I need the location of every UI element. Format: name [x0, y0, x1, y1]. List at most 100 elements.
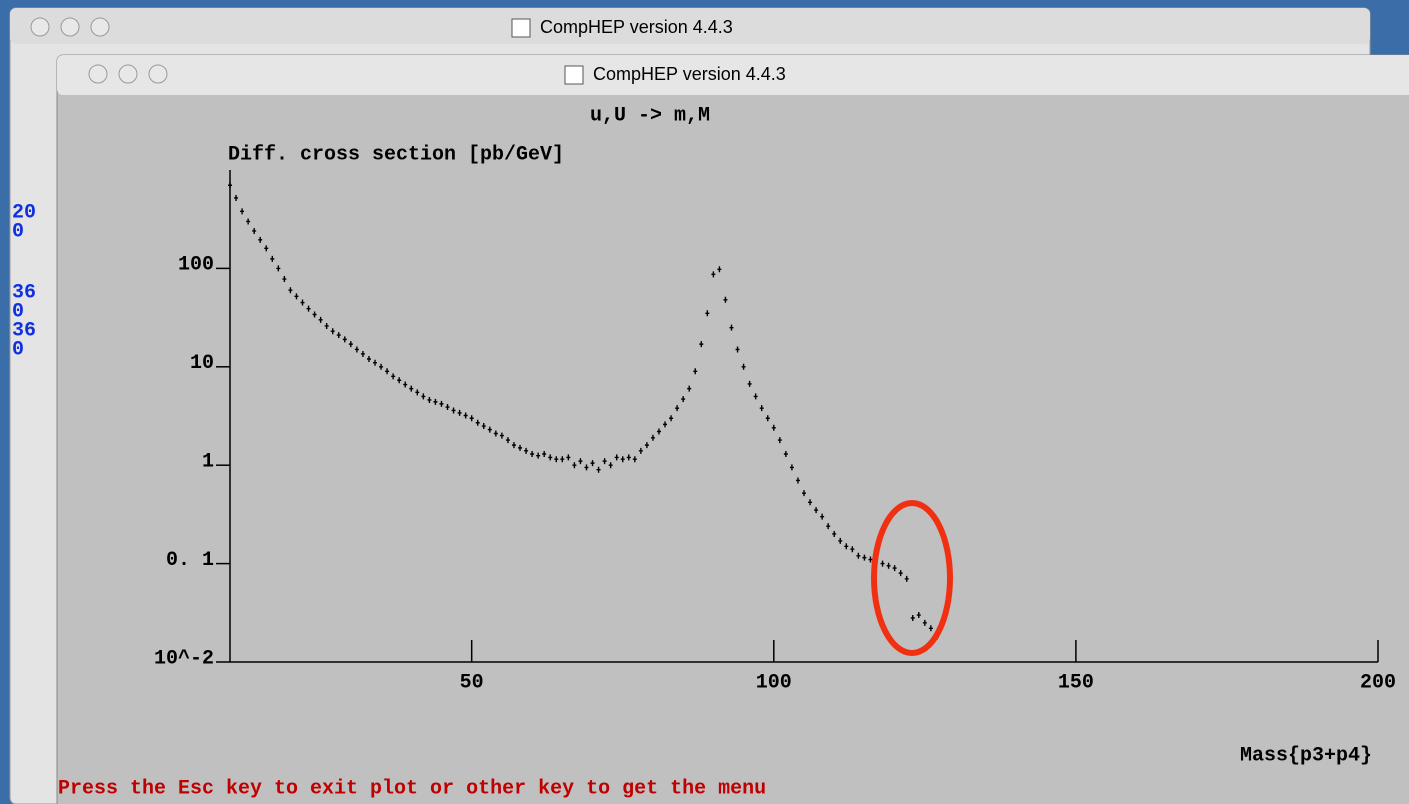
- data-point: [270, 255, 275, 262]
- data-point: [711, 271, 716, 278]
- x-axis-label: Mass{p3+p4}: [1240, 744, 1372, 767]
- data-point: [554, 456, 559, 463]
- data-point: [348, 341, 353, 348]
- x-icon: [564, 65, 584, 85]
- x-tick-label: 200: [1360, 671, 1396, 694]
- data-point: [300, 299, 305, 306]
- data-point: [439, 400, 444, 407]
- data-point: [511, 442, 516, 449]
- data-point: [330, 328, 335, 335]
- data-point: [904, 575, 909, 582]
- data-point: [626, 454, 631, 461]
- status-message: Press the Esc key to exit plot or other …: [58, 777, 766, 800]
- data-point: [693, 368, 698, 375]
- data-point: [505, 437, 510, 444]
- data-point: [403, 381, 408, 388]
- data-point: [862, 554, 867, 561]
- data-point: [463, 412, 468, 419]
- data-point: [373, 359, 378, 366]
- data-point: [795, 477, 800, 484]
- data-point: [669, 415, 674, 422]
- data-point: [922, 619, 927, 626]
- button[interactable]: [148, 64, 168, 84]
- button[interactable]: [60, 17, 80, 37]
- data-point: [850, 546, 855, 553]
- panel-text: 0: [12, 338, 24, 361]
- data-point: [771, 424, 776, 431]
- button[interactable]: [88, 64, 108, 84]
- data-point: [499, 432, 504, 439]
- button[interactable]: [30, 17, 50, 37]
- panel-text: 0: [12, 220, 24, 243]
- x-tick-label: 150: [1058, 671, 1094, 694]
- data-point: [282, 276, 287, 283]
- data-point: [844, 543, 849, 550]
- data-point: [481, 423, 486, 430]
- data-point: [759, 405, 764, 412]
- data-point: [530, 450, 535, 457]
- data-point: [572, 462, 577, 469]
- data-point: [228, 182, 232, 189]
- x-tick-label: 50: [460, 671, 484, 694]
- data-point: [638, 447, 643, 454]
- data-point: [614, 454, 619, 461]
- data-point: [288, 287, 293, 294]
- data-point: [916, 612, 921, 619]
- data-point: [318, 316, 323, 323]
- x-tick-label: 100: [756, 671, 792, 694]
- data-point: [783, 450, 788, 457]
- data-point: [802, 490, 806, 497]
- data-point: [729, 324, 734, 331]
- data-point: [536, 452, 541, 459]
- data-point: [397, 377, 402, 384]
- button[interactable]: [90, 17, 110, 37]
- data-point: [246, 218, 251, 225]
- x-icon: [511, 18, 531, 38]
- data-point: [928, 625, 933, 632]
- data-point: [433, 398, 438, 405]
- data-point: [360, 350, 365, 357]
- data-point: [469, 415, 474, 422]
- data-point: [663, 421, 668, 428]
- data-point: [336, 332, 341, 339]
- data-point: [838, 537, 843, 544]
- panel-text: 36: [12, 281, 36, 304]
- data-point: [475, 419, 480, 426]
- data-point: [342, 336, 347, 343]
- data-point: [451, 407, 456, 414]
- data-point: [808, 499, 813, 506]
- data-point: [826, 523, 831, 530]
- data-point: [276, 265, 281, 272]
- y-tick-label: 0. 1: [166, 549, 214, 572]
- data-point: [306, 305, 311, 312]
- data-point: [856, 552, 861, 559]
- chart-title: u,U -> m,M: [590, 104, 710, 127]
- data-point: [687, 385, 692, 392]
- data-point: [741, 363, 746, 370]
- data-point: [765, 415, 770, 422]
- front-window: [56, 54, 1409, 804]
- data-point: [620, 456, 625, 463]
- data-point: [723, 296, 728, 303]
- data-point: [415, 389, 420, 396]
- data-point: [445, 404, 450, 411]
- data-point: [258, 236, 263, 243]
- data-point: [650, 434, 655, 441]
- data-point: [354, 346, 359, 353]
- data-point: [578, 458, 583, 465]
- data-point: [820, 513, 825, 520]
- data-point: [656, 428, 661, 435]
- data-point: [409, 385, 414, 392]
- data-point: [868, 556, 873, 563]
- data-point: [717, 266, 722, 273]
- data-point: [705, 310, 710, 317]
- data-point: [699, 341, 704, 348]
- data-point: [880, 560, 885, 567]
- front-window-buttons: [88, 64, 168, 84]
- button[interactable]: [118, 64, 138, 84]
- data-point: [240, 208, 245, 215]
- panel-text: 36: [12, 319, 36, 342]
- front-titlebar: [57, 55, 1409, 95]
- data-point: [324, 322, 329, 329]
